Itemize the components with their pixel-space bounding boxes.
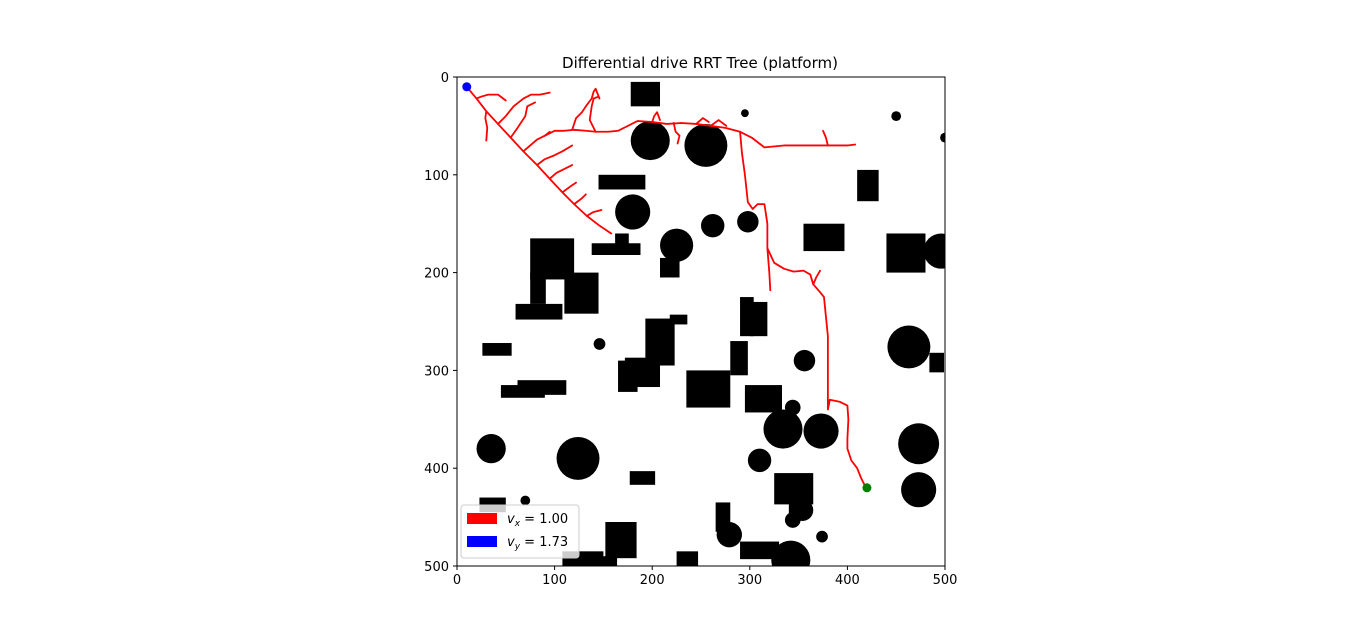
obstacle-circle	[803, 413, 839, 449]
obstacle-circle	[615, 194, 651, 230]
obstacle-rect	[744, 385, 783, 413]
obstacle-circle	[923, 233, 945, 269]
x-tick-label: 0	[453, 573, 461, 588]
obstacle-rect	[601, 556, 618, 566]
obstacle-circle	[660, 228, 694, 262]
tree-branch	[536, 144, 574, 166]
obstacle-circle	[784, 512, 801, 528]
tree-branch	[709, 119, 728, 127]
legend-label-vy: vy = 1.73	[507, 535, 568, 552]
legend: vx = 1.00 vy = 1.73	[460, 504, 580, 559]
obstacle-circle	[891, 111, 902, 122]
obstacle-rect	[730, 341, 748, 376]
obstacle-circle	[684, 123, 728, 167]
obstacle-circle	[747, 448, 772, 473]
tree-branch	[475, 93, 507, 102]
obstacle-rect	[482, 343, 512, 356]
tree-branch	[548, 164, 574, 180]
tree-branch	[585, 209, 603, 217]
obstacle-rect	[530, 272, 546, 304]
chart-title: Differential drive RRT Tree (platform)	[562, 54, 838, 72]
obstacle-circle	[793, 349, 816, 372]
plot-frame	[456, 76, 946, 567]
obstacle-rect	[669, 314, 688, 325]
obstacle-rect	[630, 81, 661, 107]
goal-point	[862, 483, 872, 493]
obstacle-rect	[598, 174, 646, 190]
obstacle-circle	[763, 409, 803, 449]
obstacle-rect	[624, 357, 661, 388]
x-tick-label: 100	[542, 573, 567, 588]
obstacle-circle	[940, 132, 945, 143]
obstacle-circle	[476, 434, 506, 464]
y-tick-label: 0	[441, 71, 449, 86]
tree-branch	[822, 129, 829, 147]
tree-branch	[509, 101, 536, 139]
legend-label-vx: vx = 1.00	[507, 512, 568, 529]
obstacle-rect	[530, 238, 575, 280]
y-axis: 0 100 200 300 400 500	[424, 71, 457, 575]
obstacle-rect	[749, 301, 768, 337]
y-tick-label: 300	[424, 364, 449, 379]
obstacle-rect	[615, 233, 629, 255]
y-tick-label: 200	[424, 267, 449, 282]
obstacle-circle	[701, 213, 725, 238]
tree-branch	[739, 130, 772, 292]
y-tick-label: 100	[424, 169, 449, 184]
x-axis: 0 100 200 300 400 500	[453, 566, 958, 588]
x-tick-label: 500	[933, 573, 958, 588]
obstacle-map	[476, 81, 945, 566]
obstacle-rect	[740, 541, 780, 560]
legend-swatch-vy	[467, 536, 497, 547]
obstacle-circle	[898, 423, 940, 465]
obstacle-circle	[520, 495, 531, 506]
obstacle-rect	[686, 370, 731, 408]
obstacle-rect	[515, 303, 563, 320]
endpoint-markers	[462, 82, 872, 493]
obstacle-rect	[500, 385, 545, 398]
tree-branch	[766, 247, 866, 487]
obstacle-circle	[901, 472, 937, 508]
tree-branch	[561, 181, 577, 194]
obstacle-circle	[816, 530, 828, 543]
x-tick-label: 400	[835, 573, 860, 588]
obstacle-circle	[887, 325, 931, 369]
rrt-tree	[465, 85, 866, 487]
obstacle-circle	[556, 436, 600, 480]
obstacle-rect	[605, 521, 637, 559]
tree-branch	[484, 110, 489, 142]
tree-branch	[651, 111, 661, 123]
obstacle-rect	[857, 169, 879, 202]
x-tick-label: 300	[737, 573, 762, 588]
tree-branch	[588, 95, 600, 133]
obstacle-rect	[803, 223, 845, 252]
obstacle-rect	[564, 272, 599, 314]
y-tick-label: 400	[424, 462, 449, 477]
obstacle-circle	[716, 522, 742, 548]
tree-branch	[812, 269, 821, 286]
tree-branch	[573, 193, 587, 206]
legend-swatch-vx	[467, 513, 497, 524]
obstacle-rect	[676, 551, 699, 566]
tree-branch	[695, 117, 710, 125]
tree-branch	[497, 91, 551, 125]
obstacle-circle	[593, 338, 606, 350]
tree-branch	[672, 122, 681, 145]
obstacle-circle	[771, 540, 811, 566]
tree-branch	[543, 120, 857, 149]
obstacle-rect	[886, 233, 926, 273]
obstacle-rect	[660, 257, 680, 278]
obstacle-rect	[929, 352, 945, 373]
plot-area	[456, 76, 946, 567]
obstacle-circle	[741, 109, 749, 118]
x-tick-label: 200	[640, 573, 665, 588]
obstacle-circle	[630, 121, 670, 161]
obstacle-rect	[629, 471, 656, 485]
y-tick-label: 500	[424, 560, 449, 575]
tree-branch	[571, 87, 601, 131]
obstacle-circle	[737, 211, 759, 233]
start-point	[462, 82, 472, 92]
